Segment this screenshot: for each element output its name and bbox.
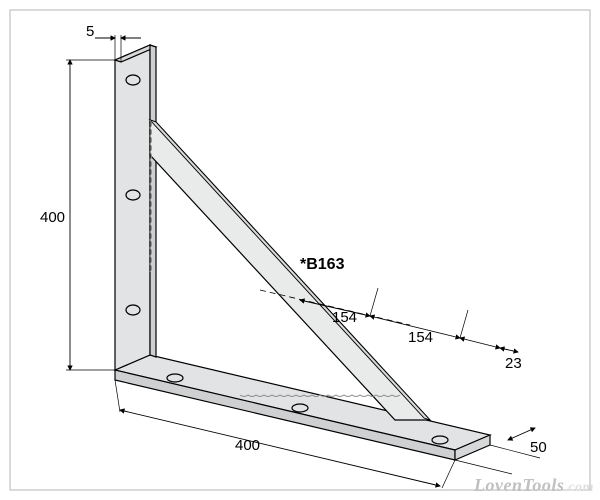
watermark-part1: LovenTools [474, 475, 564, 495]
dim-154a: 154 [332, 310, 357, 325]
dim-hlength: 400 [235, 438, 260, 453]
dimension-lines [0, 0, 600, 500]
dim-vheight: 400 [40, 210, 65, 225]
watermark: LovenTools.com [474, 475, 594, 496]
dim-23: 23 [505, 356, 522, 371]
dim-50: 50 [530, 440, 547, 455]
dim-154b: 154 [408, 330, 433, 345]
dim-thickness: 5 [86, 24, 94, 39]
drawing-canvas: 5 400 400 154 154 23 50 *B163 LovenTools… [0, 0, 600, 500]
model-label: *B163 [300, 256, 344, 274]
watermark-part2: .com [564, 480, 594, 495]
